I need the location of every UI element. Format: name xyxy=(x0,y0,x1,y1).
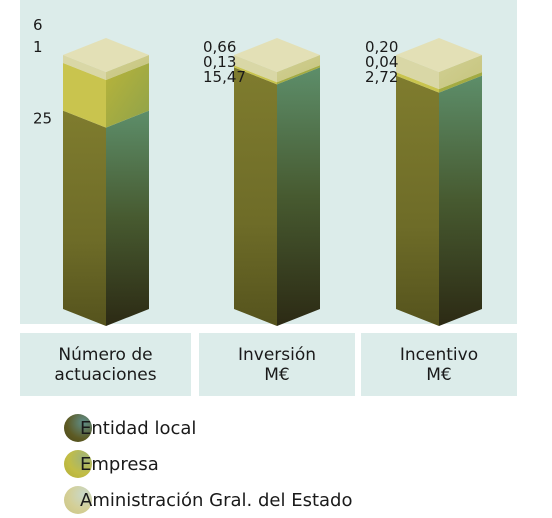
bar-top-incentivo xyxy=(396,38,482,72)
bar-top-actuaciones xyxy=(63,38,149,72)
category-label-actuaciones: Número de actuaciones xyxy=(20,333,191,396)
value-label-entidad-incentivo: 2,72 xyxy=(365,68,398,86)
legend-item-entidad-local: Entidad local xyxy=(64,410,353,446)
value-label-administracion-actuaciones: 1 xyxy=(33,38,43,56)
value-label-empresa-actuaciones: 6 xyxy=(33,16,43,34)
bar-segment-empresa-incentivo xyxy=(396,72,482,93)
bar-stack-actuaciones xyxy=(63,38,149,326)
value-label-entidad-inversion: 15,47 xyxy=(203,68,246,86)
category-label-inversion: Inversión M€ xyxy=(199,333,355,396)
legend: Entidad local Empresa Aministración Gral… xyxy=(64,410,353,518)
bar-segment-entidad-actuaciones xyxy=(63,110,149,326)
legend-label: Empresa xyxy=(80,453,159,475)
value-label-empresa-inversion: 0,13 xyxy=(203,53,236,71)
legend-swatch-entidad-local xyxy=(64,414,92,442)
legend-item-empresa: Empresa xyxy=(64,446,353,482)
value-label-entidad-actuaciones: 25 xyxy=(33,110,52,128)
bar-segment-empresa-actuaciones xyxy=(63,62,149,128)
bar-segment-administracion-incentivo xyxy=(396,55,482,90)
bar-segment-administracion-inversion xyxy=(234,55,320,83)
value-label-empresa-incentivo: 0,04 xyxy=(365,53,398,71)
bar-top-inversion xyxy=(234,38,320,72)
bar-segment-entidad-inversion xyxy=(234,67,320,327)
legend-label: Entidad local xyxy=(80,417,197,439)
value-label-administracion-inversion: 0,66 xyxy=(203,38,236,56)
legend-label: Aministración Gral. del Estado xyxy=(80,489,353,511)
bar-segment-administracion-actuaciones xyxy=(63,55,149,80)
bar-segment-empresa-inversion xyxy=(234,65,320,85)
legend-item-administracion: Aministración Gral. del Estado xyxy=(64,482,353,518)
bar-stack-inversion xyxy=(234,38,320,327)
value-label-administracion-incentivo: 0,20 xyxy=(365,38,398,56)
legend-swatch-administracion xyxy=(64,486,92,514)
category-label-incentivo: Incentivo M€ xyxy=(361,333,517,396)
bar-segment-entidad-incentivo xyxy=(396,75,482,326)
bar-stack-incentivo xyxy=(396,38,482,326)
legend-swatch-empresa xyxy=(64,450,92,478)
